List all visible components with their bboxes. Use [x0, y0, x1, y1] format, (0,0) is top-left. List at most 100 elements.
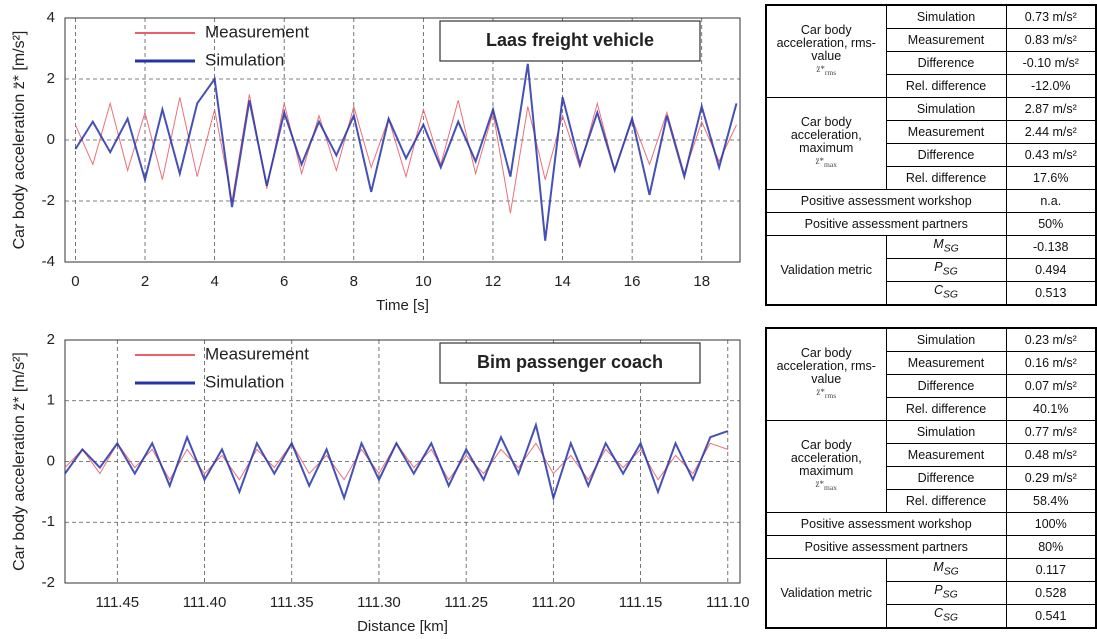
- row-label: Difference: [885, 374, 1007, 398]
- x-tick-label: 6: [280, 273, 288, 290]
- assessment-label: Positive assessment workshop: [765, 189, 1007, 213]
- row-value: -0.10 m/s²: [1005, 51, 1097, 75]
- row-label: Simulation: [885, 420, 1007, 444]
- symbol: MSG: [933, 237, 958, 255]
- assessment-value: 80%: [1005, 535, 1097, 559]
- row-label: Measurement: [885, 28, 1007, 52]
- metric-symbol: PSG: [885, 258, 1007, 282]
- row-label: Rel. difference: [885, 397, 1007, 421]
- row-value: 0.77 m/s²: [1005, 420, 1097, 444]
- table-row: Rel. difference 40.1%: [766, 397, 1097, 421]
- row-label: Measurement: [885, 120, 1007, 144]
- x-tick-label: 18: [693, 273, 710, 290]
- x-tick-label: 8: [350, 273, 358, 290]
- metric-label: Validation metric: [765, 235, 887, 306]
- table-row: Difference 0.43 m/s²: [766, 143, 1097, 167]
- symbol-main: M: [933, 237, 944, 252]
- table-row: Validation metric MSG 0.117: [765, 558, 1097, 629]
- y-tick-label: -2: [42, 574, 55, 591]
- symbol-main: z̈*: [816, 387, 825, 398]
- symbol-sub: SG: [942, 589, 958, 601]
- x-tick-label: 111.35: [270, 594, 314, 611]
- assessment-value: n.a.: [1005, 189, 1097, 213]
- row-value: 0.43 m/s²: [1005, 143, 1097, 167]
- row-label: Rel. difference: [885, 166, 1007, 190]
- x-tick-label: 4: [210, 273, 218, 290]
- table-row: Positive assessment partners 80%: [765, 535, 1097, 559]
- row-label: Rel. difference: [885, 74, 1007, 98]
- section-label: Car body acceleration, maximum z̈*max: [765, 420, 887, 513]
- metric-value: 0.117: [1005, 558, 1097, 582]
- x-tick-label: 111.10: [706, 594, 750, 611]
- x-tick-label: 12: [485, 273, 502, 290]
- symbol-main: z̈*: [815, 479, 825, 490]
- symbol-main: C: [933, 606, 943, 621]
- assessment-label: Positive assessment partners: [765, 535, 1007, 559]
- metric-value: 0.541: [1005, 604, 1097, 629]
- plot-frame: [64, 339, 741, 584]
- symbol-sub: rms: [824, 67, 837, 77]
- symbol: MSG: [933, 560, 958, 578]
- symbol-sub: rms: [824, 390, 837, 400]
- row-label: Difference: [885, 143, 1007, 167]
- symbol-main: C: [933, 283, 943, 298]
- section-text: Car body acceleration, maximum: [790, 115, 862, 156]
- metric-value: 0.513: [1005, 281, 1097, 306]
- row-label: Difference: [885, 51, 1007, 75]
- small: z̈*max: [770, 155, 883, 171]
- row-value: 58.4%: [1005, 489, 1097, 513]
- section-label: Car body acceleration, rms-value z̈*rms: [765, 327, 887, 421]
- x-tick-label: 111.45: [95, 594, 139, 611]
- small: z̈*rms: [770, 63, 883, 79]
- y-tick-label: -1: [42, 513, 55, 530]
- row-value: 0.29 m/s²: [1005, 466, 1097, 490]
- symbol-sub: max: [824, 482, 837, 492]
- row-label: Measurement: [885, 351, 1007, 375]
- metric-label: Validation metric: [765, 558, 887, 629]
- symbol: CSG: [933, 283, 958, 301]
- row-value: 2.44 m/s²: [1005, 120, 1097, 144]
- small: z̈*rms: [770, 386, 883, 402]
- y-tick-label: 2: [47, 331, 55, 348]
- row-value: 17.6%: [1005, 166, 1097, 190]
- annotation-box: [439, 20, 701, 62]
- table-row: Positive assessment partners 50%: [765, 212, 1097, 236]
- y-tick-label: 2: [47, 70, 55, 87]
- row-label: Simulation: [885, 97, 1007, 121]
- symbol: z̈*rms: [816, 387, 837, 400]
- row-value: 0.23 m/s²: [1005, 327, 1097, 352]
- x-axis-label: Distance [km]: [357, 618, 448, 635]
- symbol-main: M: [933, 560, 944, 575]
- symbol: z̈*rms: [816, 64, 837, 77]
- x-tick-label: 0: [71, 273, 79, 290]
- x-tick-label: 111.25: [444, 594, 488, 611]
- table-row: Rel. difference -12.0%: [766, 74, 1097, 98]
- symbol: PSG: [934, 583, 957, 601]
- section-text: Car body acceleration, rms-value: [776, 346, 876, 387]
- table-row: Positive assessment workshop 100%: [765, 512, 1097, 536]
- symbol-sub: SG: [943, 566, 959, 578]
- section-text: Car body acceleration, maximum: [790, 438, 862, 479]
- x-tick-label: 10: [415, 273, 432, 290]
- table-row: CSG 0.513: [766, 281, 1097, 306]
- plot-frame: [64, 17, 741, 263]
- y-axis-label: Car body acceleration z̈* [m/s²]: [11, 31, 28, 250]
- row-value: 40.1%: [1005, 397, 1097, 421]
- x-tick-label: 111.15: [619, 594, 663, 611]
- table-row: Validation metric MSG -0.138: [765, 235, 1097, 306]
- x-tick-label: 111.40: [183, 594, 227, 611]
- metric-symbol: CSG: [885, 281, 1007, 306]
- small: z̈*max: [770, 478, 883, 494]
- legend-label: Measurement: [205, 22, 309, 41]
- section-text: Car body acceleration, rms-value: [776, 23, 876, 64]
- table-row: PSG 0.528: [766, 581, 1097, 605]
- results-table: Car body acceleration, rms-value z̈*rms Si…: [765, 4, 1097, 306]
- results-table: Car body acceleration, rms-value z̈*rms Si…: [765, 327, 1097, 629]
- table-row: Car body acceleration, maximum z̈*max Simu…: [765, 420, 1097, 513]
- symbol-main: P: [934, 583, 943, 598]
- row-label: Measurement: [885, 443, 1007, 467]
- row-value: 0.16 m/s²: [1005, 351, 1097, 375]
- metric-value: 0.494: [1005, 258, 1097, 282]
- metric-symbol: MSG: [885, 235, 1007, 259]
- row-value: -12.0%: [1005, 74, 1097, 98]
